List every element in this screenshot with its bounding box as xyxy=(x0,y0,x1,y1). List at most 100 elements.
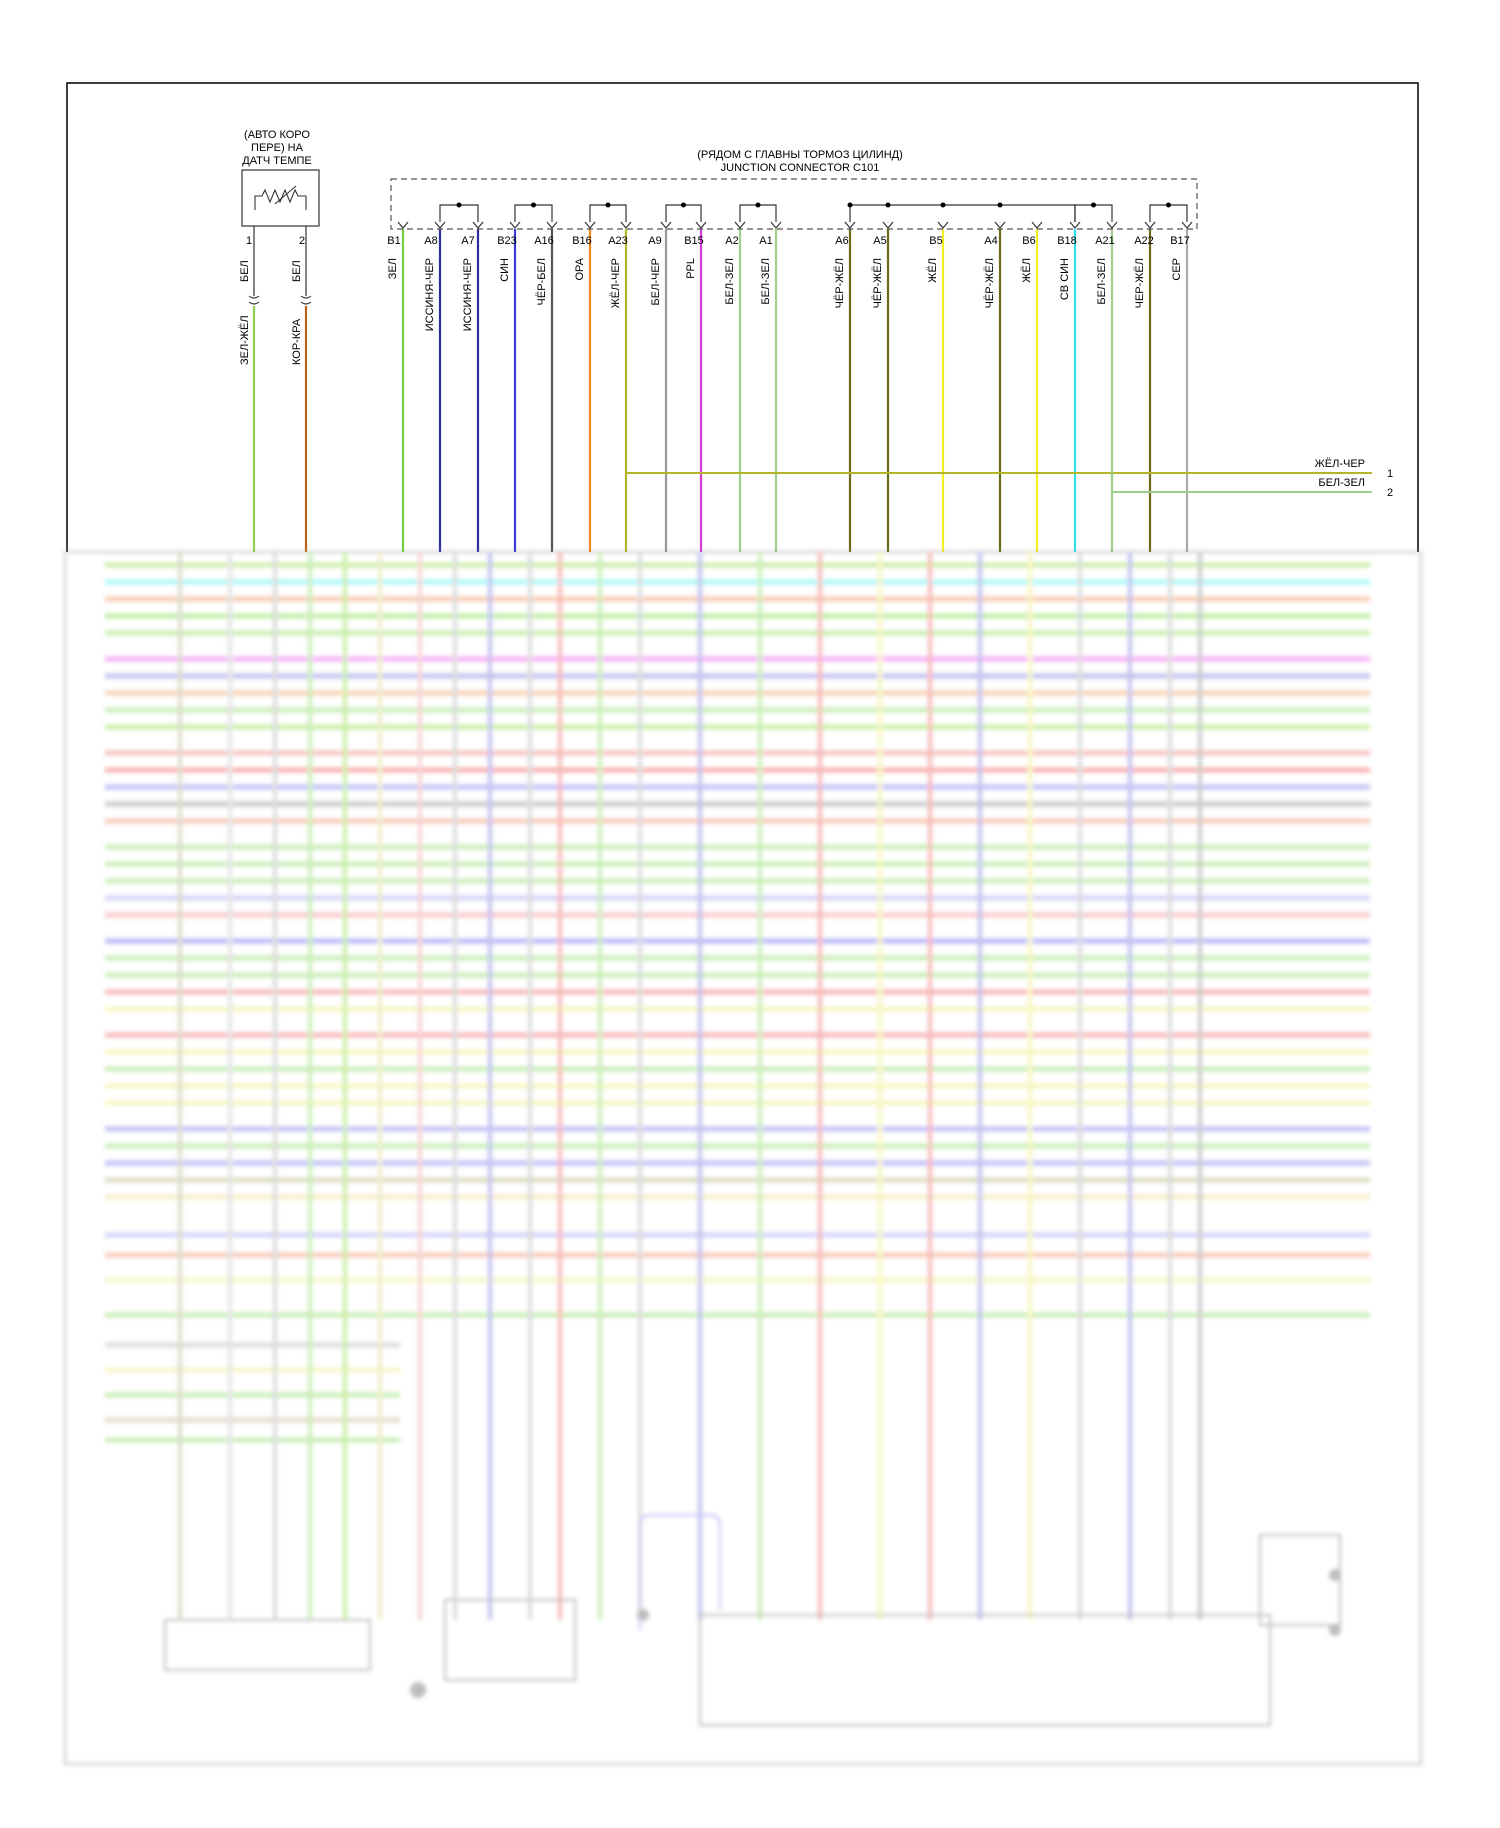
junction-pin-label: B15 xyxy=(684,235,704,247)
junction-caption-line: (РЯДОМ С ГЛАВНЫ ТОРМОЗ ЦИЛИНД) xyxy=(697,149,903,161)
bus-bar xyxy=(739,204,777,222)
junction-wire-label: ЧЁР-ЖЁЛ xyxy=(872,258,884,308)
sensor-pin-wire-label: БЕЛ xyxy=(239,260,251,282)
pin-terminal-icon xyxy=(546,221,558,229)
junction-pin-label: A21 xyxy=(1095,235,1115,247)
pin-terminal-icon xyxy=(509,221,521,229)
junction-pin-label: A1 xyxy=(759,235,772,247)
junction-wire-label: БЕЛ-ЧЕР xyxy=(650,258,662,305)
sensor-pin-number: 1 xyxy=(246,235,252,247)
splice-dot xyxy=(940,202,946,208)
bus-bar xyxy=(589,204,627,222)
junction-wire-label: ЖЁЛ xyxy=(1021,258,1033,283)
junction-pin-label: A6 xyxy=(835,235,848,247)
pin-terminal-icon xyxy=(937,221,949,229)
junction-wire-label: PPL xyxy=(685,258,697,279)
splice-dot xyxy=(1091,202,1096,208)
bus-bar xyxy=(1074,204,1113,222)
pin-terminal-icon xyxy=(1181,221,1193,229)
sensor-harness-wire-label: КОР-КРА xyxy=(291,318,303,365)
pin-terminal-icon xyxy=(397,221,409,229)
junction-wire-label: ЧЁР-ЖЁЛ xyxy=(984,258,996,308)
junction-pin-label: B23 xyxy=(497,235,517,247)
splice-dot xyxy=(605,202,611,208)
pin-terminal-icon xyxy=(1069,221,1081,229)
junction-pin-label: B5 xyxy=(929,235,942,247)
output-wire-number: 1 xyxy=(1387,468,1393,480)
junction-pin-label: B17 xyxy=(1170,235,1190,247)
output-wire-label: БЕЛ-ЗЕЛ xyxy=(1318,477,1365,489)
bus-bar xyxy=(665,204,702,222)
pin-terminal-icon xyxy=(434,221,446,229)
junction-pin-label: B6 xyxy=(1022,235,1035,247)
junction-pin-label: A2 xyxy=(725,235,738,247)
pin-terminal-icon xyxy=(734,221,746,229)
junction-pin-label: A23 xyxy=(608,235,628,247)
junction-pin-group: B1 ЗЕЛ A8 ИССИНЯ-ЧЕР A7 ИССИНЯ-ЧЕР B23 СИН A16 ЧЁ… xyxy=(387,221,1193,331)
sensor-caption-line: (АВТО КОРО xyxy=(244,129,310,141)
splice-dot xyxy=(456,202,462,208)
junction-wire-label: БЕЛ-ЗЕЛ xyxy=(760,258,772,305)
output-wire-label: ЖЁЛ-ЧЕР xyxy=(1315,458,1365,470)
output-wires: ЖЁЛ-ЧЕР 1 БЕЛ-ЗЕЛ 2 xyxy=(1315,458,1394,499)
junction-wire-label: СВ СИН xyxy=(1059,258,1071,300)
junction-pin-label: A22 xyxy=(1134,235,1154,247)
junction-pin-label: A8 xyxy=(424,235,437,247)
junction-pin-label: A7 xyxy=(461,235,474,247)
junction-wire-label: БЕЛ-ЗЕЛ xyxy=(724,258,736,305)
sensor-harness-wire-label: ЗЕЛ-ЖЁЛ xyxy=(239,315,251,365)
diagram-frame xyxy=(66,82,1419,552)
junction-connector-outline xyxy=(390,178,1198,230)
junction-wire-label: ИССИНЯ-ЧЕР xyxy=(424,258,436,331)
junction-pin-label: B16 xyxy=(572,235,592,247)
junction-pin-label: A4 xyxy=(984,235,997,247)
wire-layer: БЕЛ ЗЕЛ-ЖЁЛ БЕЛ КОР-КРА xyxy=(239,226,1372,552)
inline-connector-icon xyxy=(300,295,312,305)
sensor-caption-line: ДАТЧ ТЕМПЕ xyxy=(242,155,312,167)
junction-wire-label: СЕР xyxy=(1171,258,1183,281)
junction-wire-label: ЖЁЛ-ЧЕР xyxy=(610,258,622,308)
pin-terminal-icon xyxy=(844,221,856,229)
obscured-lower-region xyxy=(64,551,1422,1765)
sensor-body xyxy=(241,169,320,227)
junction-wire-label: ОРА xyxy=(574,257,586,280)
pin-terminal-icon xyxy=(1031,221,1043,229)
temperature-sensor: (АВТО КОРО ПЕРЕ) НА ДАТЧ ТЕМПЕ 1 2 xyxy=(241,129,320,247)
pin-terminal-icon xyxy=(770,221,782,229)
sensor-pin-wire-label: БЕЛ xyxy=(291,260,303,282)
output-wire xyxy=(1111,300,1372,493)
junction-wire-label: ЧЕР-ЖЁЛ xyxy=(1134,258,1146,308)
splice-dot xyxy=(997,202,1003,208)
pin-terminal-icon xyxy=(1144,221,1156,229)
pin-terminal-icon xyxy=(584,221,596,229)
pin-terminal-icon xyxy=(620,221,632,229)
junction-pin-label: B18 xyxy=(1057,235,1077,247)
junction-pin-label: B1 xyxy=(387,235,400,247)
junction-wire-label: ЧЁР-БЕЛ xyxy=(536,258,548,305)
junction-wire-label: ЗЕЛ xyxy=(387,258,399,279)
bus-bar xyxy=(514,204,553,222)
splice-dot xyxy=(531,202,536,208)
splice-dot xyxy=(755,202,761,208)
junction-caption-line: JUNCTION CONNECTOR C101 xyxy=(721,162,880,174)
pin-terminal-icon xyxy=(660,221,672,229)
pin-terminal-icon xyxy=(882,221,894,229)
splice-dot xyxy=(885,202,891,208)
junction-pin-label: A16 xyxy=(534,235,554,247)
splice-dot xyxy=(847,202,853,208)
lower-components xyxy=(164,1514,1341,1726)
splice-dot xyxy=(1166,202,1171,208)
lower-frame xyxy=(64,551,1422,1765)
bus-bar xyxy=(849,204,1076,222)
pin-terminal-icon xyxy=(695,221,707,229)
bus-bar xyxy=(1149,204,1188,222)
pin-terminal-icon xyxy=(1106,221,1118,229)
inline-connector-icon xyxy=(248,295,260,305)
lower-wire-field xyxy=(105,552,1370,1620)
junction-wire-label: ЧЁР-ЖЁЛ xyxy=(834,258,846,308)
output-wire-number: 2 xyxy=(1387,487,1393,499)
sensor-pin-number: 2 xyxy=(299,235,305,247)
junction-wire-label: БЕЛ-ЗЕЛ xyxy=(1096,258,1108,305)
junction-wire-label: ИССИНЯ-ЧЕР xyxy=(462,258,474,331)
